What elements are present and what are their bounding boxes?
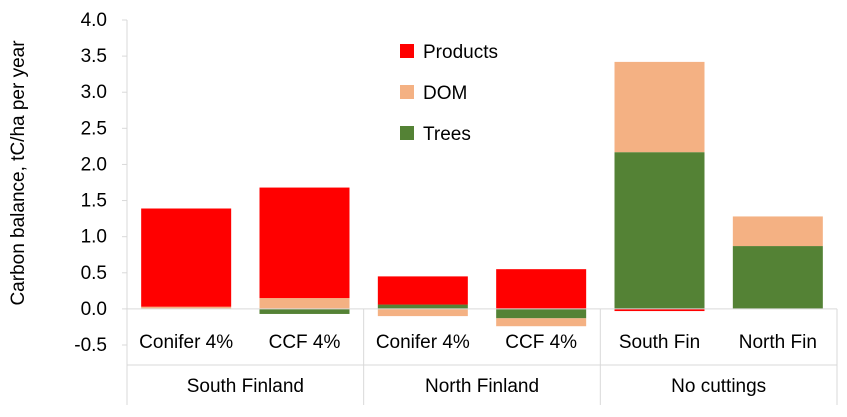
- bar-dom-2: [377, 308, 468, 317]
- legend-label-products: Products: [423, 42, 498, 63]
- y-tick-label: 0.0: [81, 299, 107, 320]
- x-tick-label: South Fin: [619, 332, 700, 353]
- bar-trees-1: [259, 308, 350, 314]
- y-axis-label: Carbon balance, tC/ha per year: [8, 40, 29, 306]
- group-label: No cuttings: [671, 376, 766, 397]
- bar-products-2: [377, 276, 468, 305]
- x-tick-label: CCF 4%: [505, 332, 577, 353]
- legend-label-trees: Trees: [423, 124, 471, 145]
- bar-dom-4: [614, 61, 705, 153]
- bar-dom-0: [141, 306, 232, 309]
- bar-products-3: [496, 269, 587, 309]
- x-tick-label: CCF 4%: [269, 332, 341, 353]
- group-label: South Finland: [187, 376, 304, 397]
- y-tick-label: 3.5: [81, 46, 107, 67]
- y-tick-label: 1.0: [81, 227, 107, 248]
- legend-label-dom: DOM: [423, 83, 467, 104]
- bar-trees-4: [614, 152, 705, 309]
- axes-layer: -0.5 0.0 0.5 1.0 1.5 2.0 2.5 3.0 3.5 4.0: [74, 10, 837, 405]
- legend-swatch-products: [400, 44, 414, 58]
- x-tick-label: North Fin: [739, 332, 817, 353]
- bar-dom-1: [259, 298, 350, 309]
- bar-products-4: [614, 308, 705, 312]
- group-label: North Finland: [425, 376, 539, 397]
- bar-trees-5: [732, 246, 823, 309]
- x-tick-label: Conifer 4%: [376, 332, 470, 353]
- bar-products-0: [141, 208, 232, 307]
- bars-layer: [141, 61, 823, 327]
- bar-trees-2: [377, 304, 468, 309]
- x-group-labels: South Finland North Finland No cuttings: [127, 308, 838, 405]
- y-tick-label: 2.5: [81, 118, 107, 139]
- bar-dom-3: [496, 318, 587, 327]
- y-tick-label: 0.5: [81, 263, 107, 284]
- y-tick-label: 3.0: [81, 82, 107, 103]
- x-category-labels: Conifer 4% CCF 4% Conifer 4% CCF 4% South Fi…: [139, 332, 817, 353]
- y-tick-label: 4.0: [81, 10, 107, 31]
- y-tick-label: -0.5: [74, 335, 107, 356]
- y-tick-label: 1.5: [81, 191, 107, 212]
- bar-trees-3: [496, 308, 587, 319]
- y-tick-label: 2.0: [81, 154, 107, 175]
- x-tick-label: Conifer 4%: [139, 332, 233, 353]
- bar-dom-5: [732, 216, 823, 247]
- legend: Products DOM Trees: [400, 42, 498, 145]
- legend-swatch-trees: [400, 126, 414, 140]
- bar-products-1: [259, 187, 350, 299]
- legend-swatch-dom: [400, 85, 414, 99]
